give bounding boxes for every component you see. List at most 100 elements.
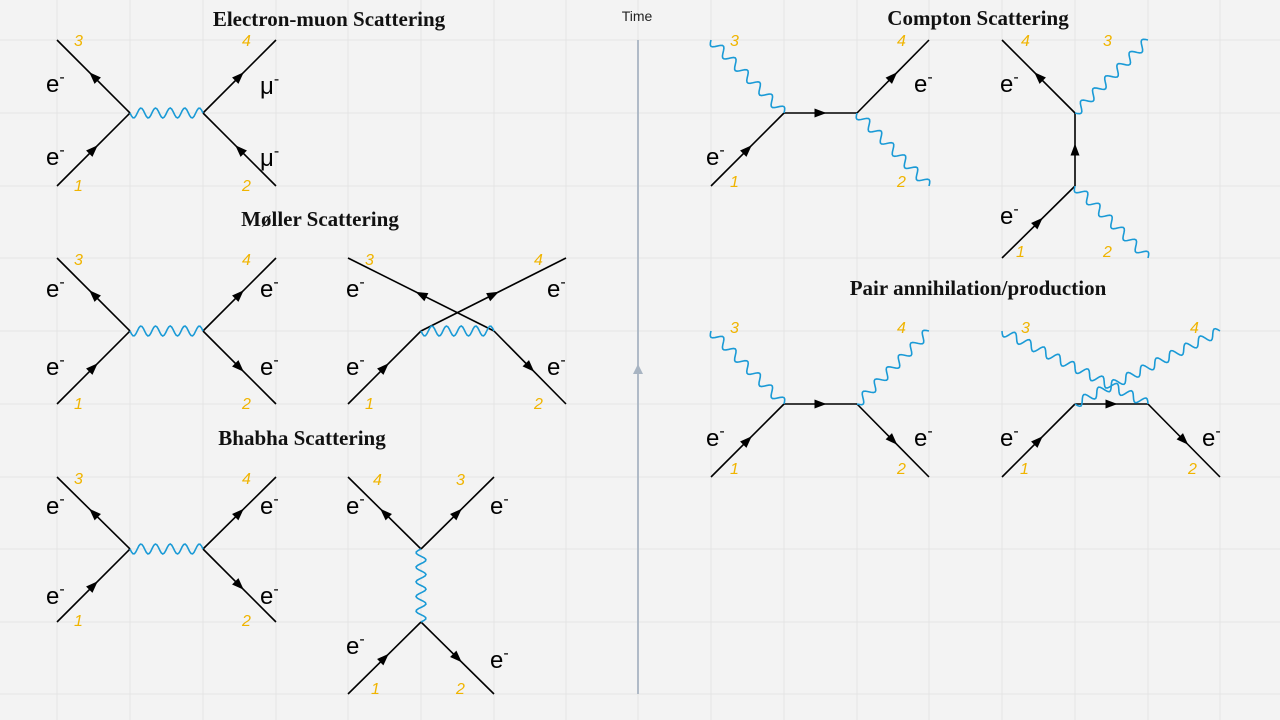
leg-number-2: 2 <box>1187 461 1197 478</box>
leg-number-4: 4 <box>242 471 251 488</box>
fermion-arrow-icon <box>415 291 429 302</box>
muon-label: μ- <box>260 71 279 100</box>
electron-label: e- <box>490 491 509 520</box>
electron-label: e- <box>46 352 65 381</box>
electron-label: e- <box>547 352 566 381</box>
photon-line <box>1074 38 1149 115</box>
leg-number-4: 4 <box>534 252 543 269</box>
fermion-arrow-icon <box>885 72 898 84</box>
fermion-arrow-icon <box>522 360 535 372</box>
diagrams-layer: e-e-μ-μ-3 41 2e-e-e-e-3 41 2e-e-e-e-3 41 2e-e-… <box>46 33 1221 698</box>
photon-line <box>855 112 931 187</box>
electron-label: e- <box>260 491 279 520</box>
leg-number-3: 3 <box>730 33 739 50</box>
fermion-arrow-icon <box>1031 436 1043 448</box>
fermion-arrow-icon <box>232 508 244 521</box>
photon-line <box>129 325 204 337</box>
leg-number-1: 1 <box>74 178 83 195</box>
electron-label: e- <box>260 581 279 610</box>
fermion-arrow-icon <box>1031 217 1043 230</box>
electron-label: e- <box>1000 201 1019 230</box>
electron-label: e- <box>46 142 65 171</box>
fermion-arrow-icon <box>232 290 244 302</box>
fermion-arrow-icon <box>814 108 827 118</box>
fermion-arrow-icon <box>1105 399 1118 409</box>
electron-label: e- <box>914 423 933 452</box>
leg-number-2: 2 <box>896 461 906 478</box>
fermion-arrow-icon <box>232 360 244 372</box>
fermion-arrow-icon <box>486 291 499 302</box>
leg-number-1: 1 <box>1016 244 1025 261</box>
title-compton-scattering: Compton Scattering <box>887 6 1069 30</box>
fermion-arrow-icon <box>86 581 98 593</box>
fermion-arrow-icon <box>1176 433 1189 445</box>
muon-label: μ- <box>260 143 279 172</box>
title-bhabha-scattering: Bhabha Scattering <box>218 426 386 450</box>
leg-number-3: 3 <box>365 252 374 269</box>
leg-number-4: 4 <box>242 252 251 269</box>
photon-line <box>129 107 204 119</box>
leg-number-3: 3 <box>74 252 83 269</box>
photon-line <box>856 329 930 406</box>
electron-label: e- <box>706 423 725 452</box>
fermion-arrow-icon <box>377 653 389 666</box>
leg-number-3: 3 <box>730 320 739 337</box>
title-electron-muon-scattering: Electron-muon Scattering <box>213 7 446 31</box>
electron-label: e- <box>1202 423 1221 452</box>
electron-label: e- <box>260 274 279 303</box>
leg-number-3: 3 <box>74 33 83 50</box>
leg-number-2: 2 <box>455 681 465 698</box>
leg-number-3: 3 <box>1021 320 1030 337</box>
fermion-arrow-icon <box>380 508 392 521</box>
electron-label: e- <box>46 69 65 98</box>
fermion-arrow-icon <box>89 72 101 84</box>
fermion-arrow-icon <box>450 508 462 521</box>
fermion-arrow-icon <box>235 145 247 157</box>
fermion-arrow-icon <box>232 72 244 84</box>
photon-line <box>709 39 786 114</box>
title-moller-scattering: Møller Scattering <box>241 207 399 231</box>
leg-number-4: 4 <box>897 320 906 337</box>
fermion-arrow-icon <box>89 508 101 521</box>
leg-number-2: 2 <box>896 174 906 191</box>
photon-line <box>420 325 495 337</box>
fermion-arrow-icon <box>885 433 898 445</box>
electron-label: e- <box>1000 423 1019 452</box>
leg-number-1: 1 <box>74 396 83 413</box>
electron-label: e- <box>346 631 365 660</box>
electron-label: e- <box>547 274 566 303</box>
electron-label: e- <box>346 352 365 381</box>
electron-label: e- <box>346 491 365 520</box>
electron-label: e- <box>46 581 65 610</box>
leg-number-1: 1 <box>74 613 83 630</box>
fermion-arrow-icon <box>1070 143 1080 156</box>
electron-label: e- <box>914 69 933 98</box>
leg-number-2: 2 <box>241 178 251 195</box>
leg-number-4: 4 <box>1190 320 1199 337</box>
electron-label: e- <box>260 352 279 381</box>
fermion-arrow-icon <box>86 363 98 375</box>
leg-number-2: 2 <box>241 613 251 630</box>
leg-number-1: 1 <box>730 174 739 191</box>
leg-number-2: 2 <box>533 396 543 413</box>
leg-number-3: 3 <box>1103 33 1112 50</box>
leg-number-3: 3 <box>74 471 83 488</box>
time-axis-label: Time <box>622 8 653 24</box>
leg-number-1: 1 <box>1020 461 1029 478</box>
title-pair-annihilation-production: Pair annihilation/production <box>850 276 1107 300</box>
photon-line <box>1001 330 1149 405</box>
electron-label: e- <box>1000 69 1019 98</box>
electron-label: e- <box>46 491 65 520</box>
leg-number-4: 4 <box>373 472 382 489</box>
fermion-arrow-icon <box>814 399 827 409</box>
fermion-arrow-icon <box>86 145 98 157</box>
photon-line <box>1073 185 1150 259</box>
photon-line <box>415 548 427 623</box>
leg-number-4: 4 <box>242 33 251 50</box>
leg-number-4: 4 <box>1021 33 1030 50</box>
electron-label: e- <box>346 274 365 303</box>
photon-line <box>1074 327 1221 408</box>
